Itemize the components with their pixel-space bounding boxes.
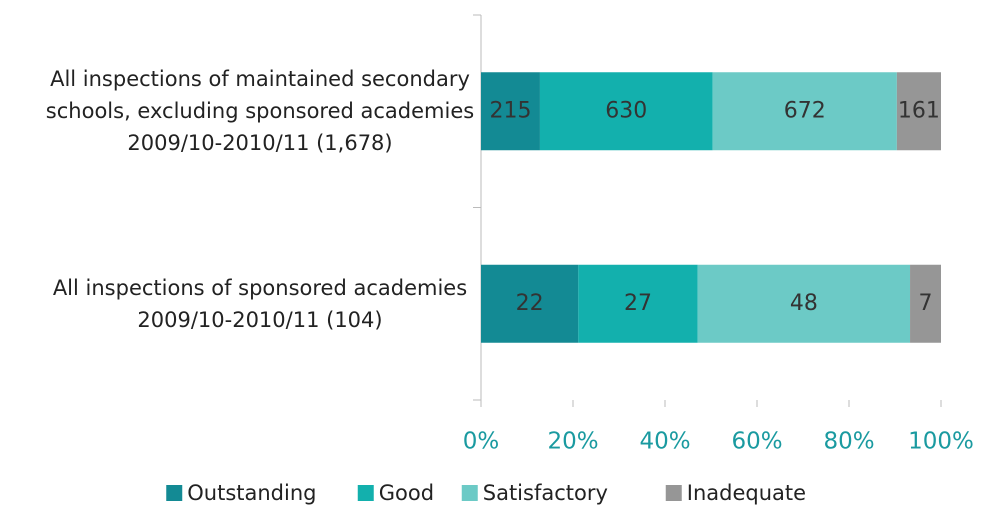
x-tick-label: 80% [823, 429, 874, 455]
bar-segment [481, 264, 579, 343]
data-label: 215 [489, 98, 531, 123]
legend-label: Inadequate [687, 481, 806, 505]
bar-segment [697, 264, 911, 343]
x-tick-label: 0% [463, 429, 500, 455]
legend-swatch [357, 485, 374, 501]
x-tick-label: 60% [731, 429, 782, 455]
category-label: All inspections of sponsored academies 2… [52, 275, 468, 332]
data-label: 161 [898, 98, 940, 123]
legend-swatch [166, 485, 183, 501]
bar-segment [539, 72, 713, 151]
x-tick-label: 20% [547, 429, 598, 455]
category-label: All inspections of maintained secondary … [45, 67, 475, 156]
bar-segment [712, 72, 897, 151]
legend-swatch [665, 485, 682, 501]
data-label: 27 [624, 291, 652, 316]
legend-label: Outstanding [187, 481, 316, 505]
data-label: 22 [516, 291, 544, 316]
data-label: 672 [784, 98, 826, 123]
x-tick-label: 100% [908, 429, 974, 455]
data-label: 48 [790, 291, 818, 316]
data-label: 630 [605, 98, 647, 123]
bar-segment [896, 72, 941, 151]
data-label: 7 [919, 291, 933, 316]
bar-segment [578, 264, 698, 343]
bar-segment [481, 72, 540, 151]
legend-label: Good [379, 481, 434, 505]
legend-label: Satisfactory [483, 481, 608, 505]
bar-segment [910, 264, 941, 343]
x-tick-label: 40% [639, 429, 690, 455]
legend-swatch [461, 485, 478, 501]
